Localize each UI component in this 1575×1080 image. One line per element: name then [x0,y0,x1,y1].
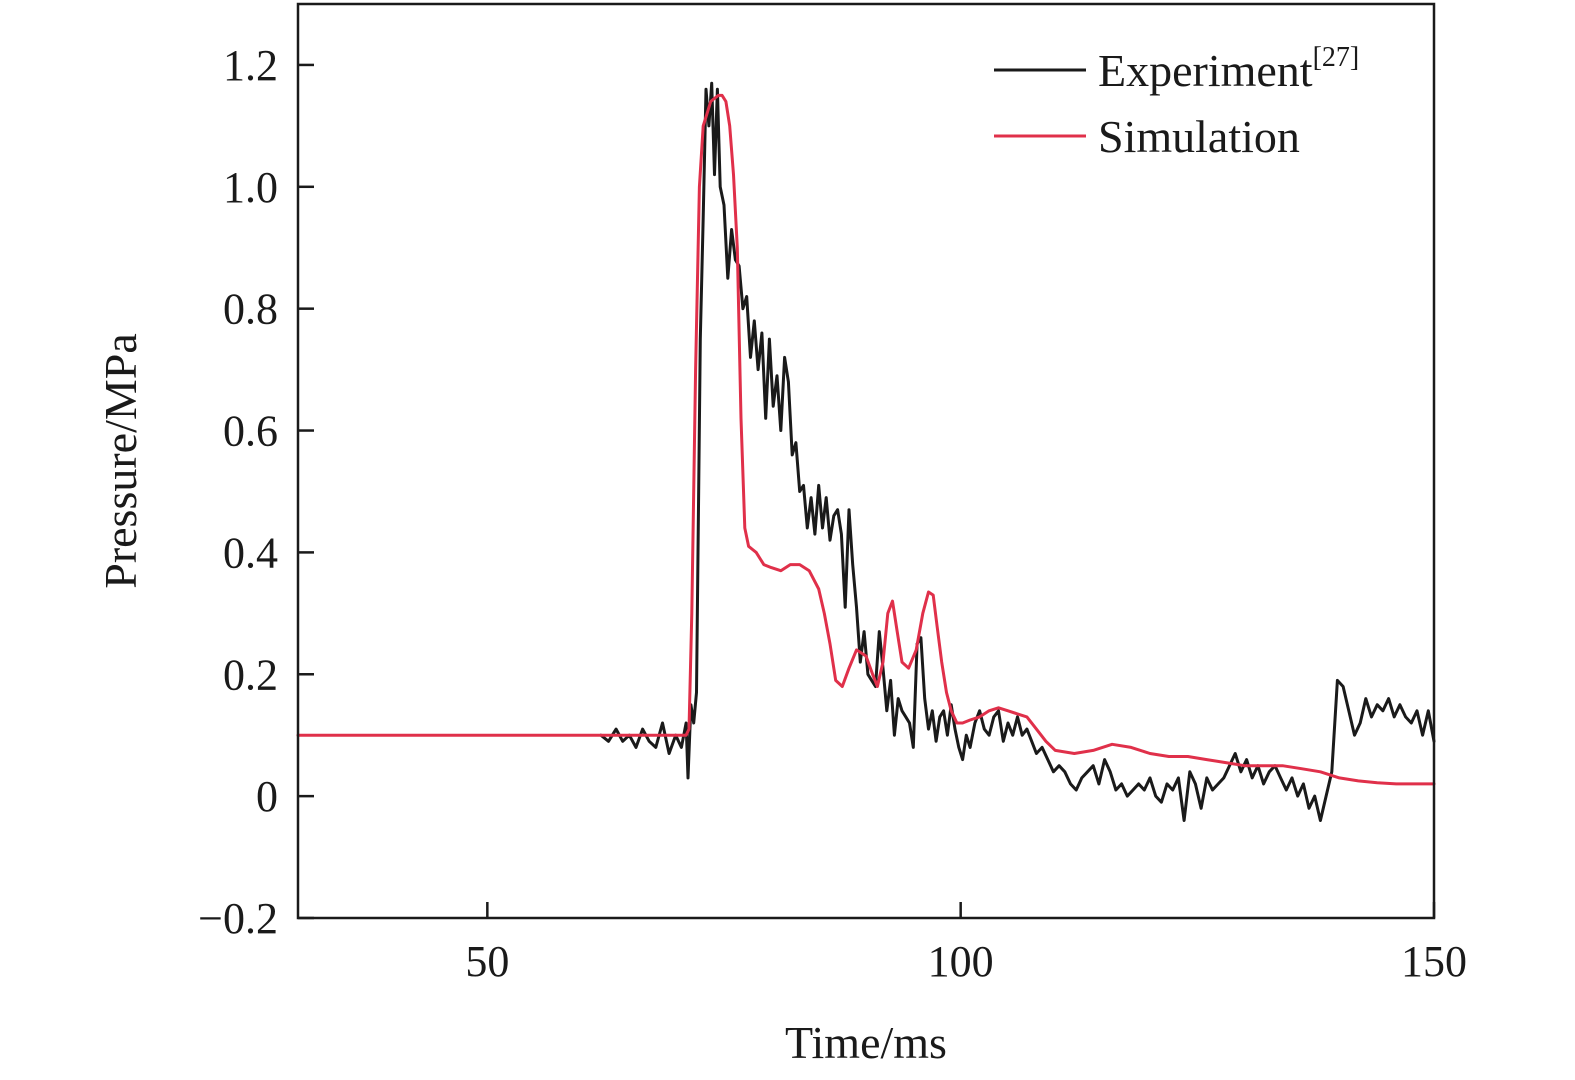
legend-name-experiment: Experiment [1098,45,1313,96]
x-tick-label: 100 [928,937,994,986]
y-axis-title: Pressure/MPa [95,333,146,589]
legend-label-simulation: Simulation [1098,111,1300,162]
y-tick-label: 0 [256,772,278,821]
y-tick-label: 1.0 [223,163,278,212]
legend: Experiment[27] Simulation [994,42,1359,162]
y-tick-label: 0.2 [223,650,278,699]
y-tick-label: 0.6 [223,407,278,456]
series-line-experiment [599,81,1436,822]
legend-label-experiment: Experiment[27] [1098,42,1359,96]
plot-area [296,2,1436,920]
y-tick-label: 1.2 [223,41,278,90]
series-line-simulation [296,93,1436,786]
y-tick-label: 0.8 [223,285,278,334]
series-layer [296,81,1436,822]
y-tick-label: 0.4 [223,528,278,577]
ticks-layer [298,63,1436,920]
plot-frame [296,2,1436,920]
y-tick-label: −0.2 [198,894,278,943]
x-tick-label: 150 [1401,937,1467,986]
x-tick-label: 50 [465,937,509,986]
legend-citation-experiment: [27] [1313,42,1360,73]
x-axis-title: Time/ms [785,1017,947,1068]
labels-layer: −0.2 0 0.2 0.4 0.6 0.8 1.0 1.2 50 100 150 [198,41,1467,986]
